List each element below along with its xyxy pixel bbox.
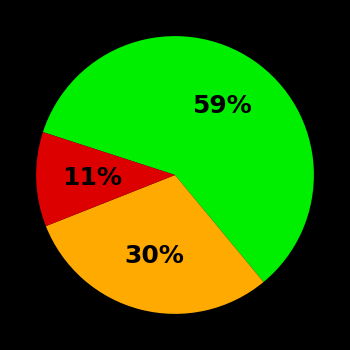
Wedge shape (46, 175, 264, 314)
Text: 30%: 30% (124, 244, 184, 268)
Text: 59%: 59% (192, 94, 252, 118)
Text: 11%: 11% (62, 166, 122, 190)
Wedge shape (43, 36, 314, 282)
Wedge shape (36, 132, 175, 226)
